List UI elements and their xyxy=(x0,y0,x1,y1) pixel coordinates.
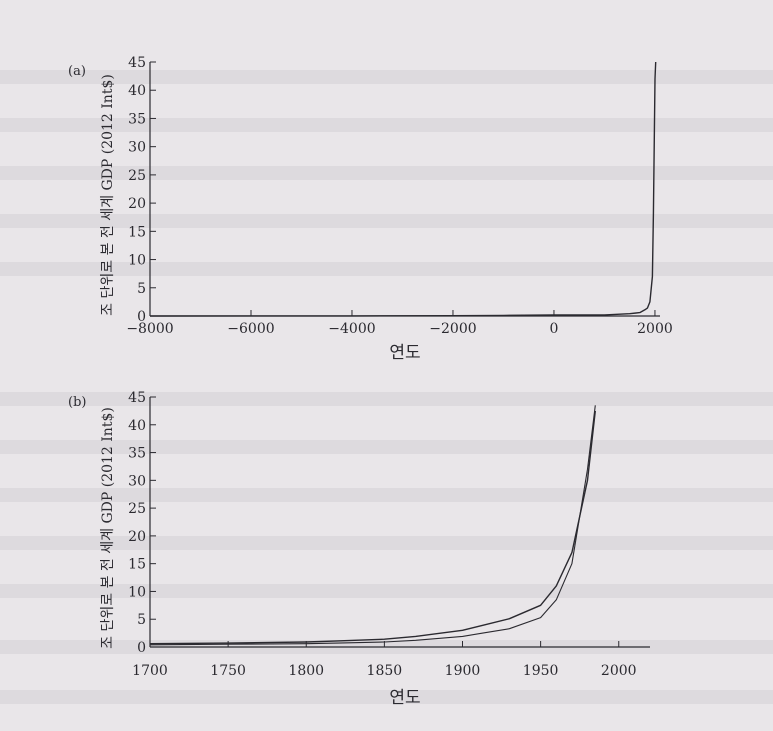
x-tick-label: 1850 xyxy=(367,663,403,679)
x-tick-label: 0 xyxy=(549,321,558,337)
y-tick-label: 15 xyxy=(128,224,146,240)
series-line xyxy=(149,410,596,645)
y-tick-label: 20 xyxy=(128,529,146,545)
x-tick-label: −2000 xyxy=(429,321,476,337)
x-tick-label: −8000 xyxy=(126,321,173,337)
x-tick-label: 2000 xyxy=(637,321,673,337)
y-tick-label: 0 xyxy=(137,309,146,325)
x-tick-label: 1950 xyxy=(523,663,559,679)
y-tick-label: 10 xyxy=(128,584,146,600)
y-tick-label: 40 xyxy=(128,418,146,434)
y-tick-label: 20 xyxy=(128,196,146,212)
y-tick-label: 45 xyxy=(128,390,146,406)
x-tick-label: 1700 xyxy=(132,663,168,679)
y-tick-label: 25 xyxy=(128,501,146,517)
series-line xyxy=(149,405,596,646)
y-tick-label: 0 xyxy=(137,640,146,656)
y-axis-title: 조 단위로 본 전 세계 GDP (2012 Int$) xyxy=(100,407,116,649)
y-tick-label: 15 xyxy=(128,557,146,573)
series-line xyxy=(149,61,657,317)
x-axis-title: 연도 xyxy=(389,343,420,363)
y-tick-label: 40 xyxy=(128,83,146,99)
x-axis-title: 연도 xyxy=(389,688,420,708)
y-tick-label: 5 xyxy=(137,612,146,628)
y-tick-label: 35 xyxy=(128,111,146,127)
x-tick-label: 1800 xyxy=(288,663,324,679)
y-tick-label: 30 xyxy=(128,140,146,156)
y-axis-title: 조 단위로 본 전 세계 GDP (2012 Int$) xyxy=(100,74,116,316)
y-tick-label: 25 xyxy=(128,168,146,184)
x-tick-label: −4000 xyxy=(328,321,375,337)
x-tick-label: 1900 xyxy=(445,663,481,679)
x-tick-label: 1750 xyxy=(210,663,246,679)
y-tick-label: 30 xyxy=(128,473,146,489)
panel-label: (a) xyxy=(68,64,86,79)
y-tick-label: 45 xyxy=(128,55,146,71)
y-tick-label: 35 xyxy=(128,446,146,462)
y-tick-label: 5 xyxy=(137,281,146,297)
y-tick-label: 10 xyxy=(128,253,146,269)
x-tick-label: 2000 xyxy=(601,663,637,679)
x-tick-label: −6000 xyxy=(227,321,274,337)
panel-label: (b) xyxy=(68,395,86,410)
